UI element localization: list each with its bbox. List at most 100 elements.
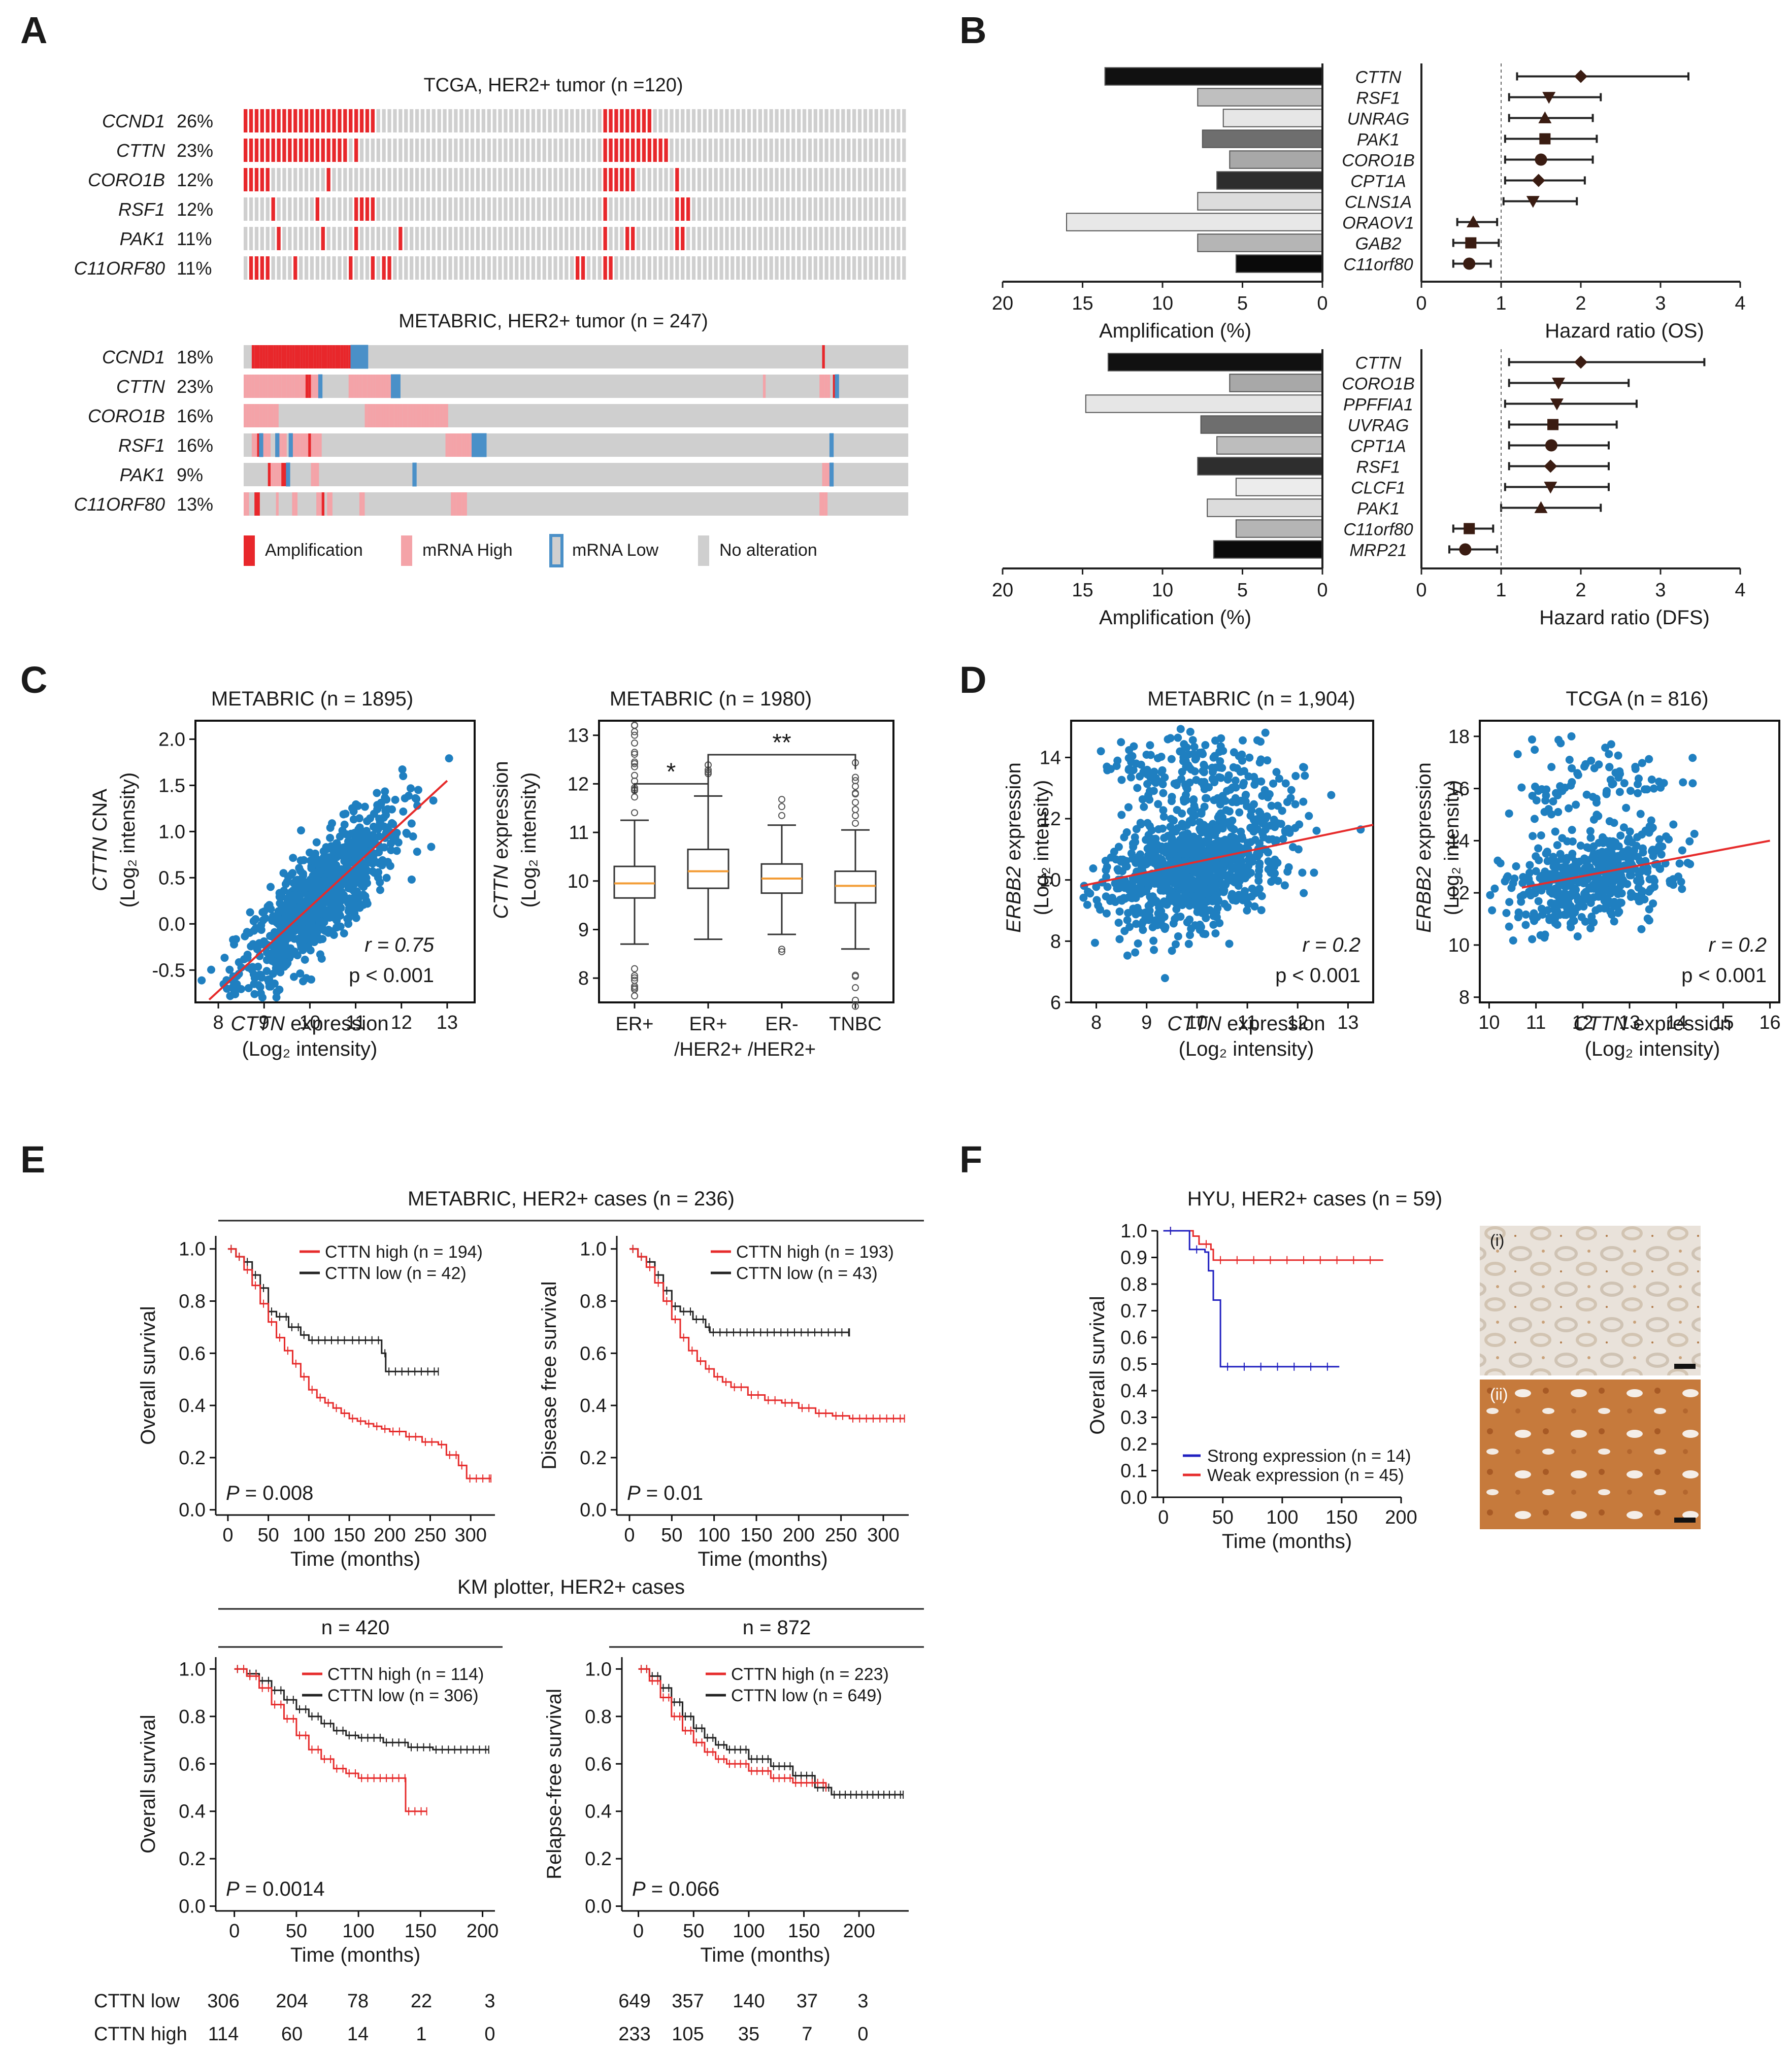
cell-no-alteration [592,256,596,280]
cell-mrna-high [313,433,317,457]
cell-no-alteration [736,168,740,191]
data-point [1280,881,1289,890]
e-rfs-km-xtick-label: 0 [633,1921,644,1942]
ihc-scalebar-ii [1674,1518,1696,1523]
data-point [1189,832,1198,841]
forest-dfs: CTTNCORO1BPPFFIA1UVRAGCPT1ARSF1CLCF1PAK1… [992,349,1746,601]
panel-a-oncoprint: TCGA, HER2+ tumor (n =120) CCND1 26%CTTN 2… [74,75,909,567]
data-point [363,817,372,825]
cell-mrna-high [313,375,317,398]
cell-no-alteration [465,197,469,221]
cell-no-alteration [714,256,718,280]
data-point [1568,764,1576,772]
cell-no-alteration [863,109,868,132]
data-point [256,983,264,991]
c-box-ytick-label: 10 [568,871,589,892]
cell-no-alteration [764,168,768,191]
cell-no-alteration [819,227,823,250]
cell-no-alteration [736,109,740,132]
km-curve-weak [1163,1230,1383,1261]
cell-no-alteration [515,109,519,132]
data-point [1521,921,1530,929]
data-point [1273,858,1282,867]
cell-amplification [576,256,580,280]
cell-no-alteration [260,197,264,221]
cell-no-alteration [658,168,662,191]
cell-mrna-low [829,433,834,457]
cell-no-alteration [448,227,452,250]
box-outlier [852,984,859,992]
cell-mrna-high [378,375,381,398]
data-point [257,921,266,929]
data-point [1678,885,1686,893]
data-point [1640,785,1649,794]
metabric-oncoprint-title: METABRIC, HER2+ tumor (n = 247) [399,311,708,332]
data-point [1192,776,1201,784]
data-point [1157,768,1166,777]
d-meta-xtick-label: 10 [1186,1012,1208,1033]
data-point [309,871,317,880]
cell-no-alteration [714,197,718,221]
data-point [1577,913,1586,921]
forest-gene-pak1: PAK1 [1357,499,1400,519]
cell-amplification [277,139,281,162]
data-point [1547,763,1556,771]
forest-gene-uvrag: UVRAG [1348,416,1409,435]
data-point [1291,824,1300,832]
data-point [1675,859,1684,868]
cell-no-alteration [525,109,530,132]
data-point [1589,815,1598,824]
cell-no-alteration [382,168,386,191]
cell-mrna-high [397,404,400,427]
km-p-number: = 0.008 [240,1482,314,1504]
cell-amplification [327,345,330,368]
cell-amplification [614,109,618,132]
data-point [1174,932,1182,940]
cell-no-alteration [847,168,851,191]
e-os-km-ytick-label: 1.0 [179,1659,206,1680]
data-point [1127,758,1136,766]
forest-os: CTTNRSF1UNRAGPAK1CORO1BCPT1ACLNS1AORAOV1… [992,63,1746,314]
cell-mrna-high [246,404,249,427]
cell-no-alteration [559,197,563,221]
data-point [250,990,259,998]
data-point [1212,842,1221,850]
cell-no-alteration [880,168,884,191]
cell-no-alteration [670,168,674,191]
cell-mrna-high [389,404,392,427]
cell-no-alteration [857,168,862,191]
data-point [1243,906,1251,915]
data-point [369,855,378,864]
data-point [1545,870,1554,879]
box-outlier [631,722,638,729]
cell-no-alteration [824,168,828,191]
cell-no-alteration [614,256,618,280]
box-outlier [778,796,785,803]
cell-no-alteration [437,197,441,221]
cell-no-alteration [802,197,807,221]
cell-no-alteration [509,197,513,221]
cell-amplification [338,109,342,132]
cell-no-alteration [470,139,475,162]
data-point [1277,820,1285,828]
cell-no-alteration [598,227,602,250]
data-point [333,839,341,848]
cell-no-alteration [525,139,530,162]
cell-no-alteration [880,197,884,221]
data-point [1646,885,1655,893]
data-point [1196,824,1204,833]
f-km-xtick-label: 150 [1325,1507,1357,1528]
data-point [1170,816,1178,825]
cell-mrna-high [329,492,333,516]
data-point [197,976,206,985]
cell-no-alteration [476,197,480,221]
cell-no-alteration [874,227,878,250]
f-title: HYU, HER2+ cases (n = 59) [1187,1188,1442,1210]
cell-no-alteration [565,168,569,191]
data-point [1555,894,1564,902]
cell-no-alteration [830,256,834,280]
cell-mrna-high [362,375,365,398]
cell-no-alteration [271,256,275,280]
data-point [1173,891,1181,899]
